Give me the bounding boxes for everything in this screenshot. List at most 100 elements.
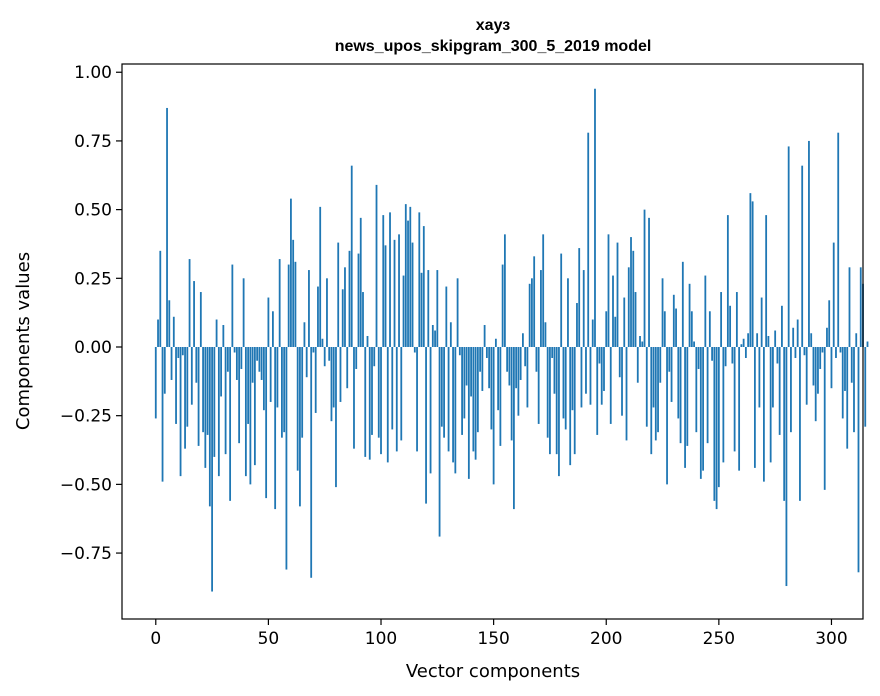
- bar-11: [179, 347, 182, 477]
- bar-67: [305, 347, 308, 378]
- bar-144: [479, 347, 482, 372]
- bar-194: [591, 319, 594, 347]
- bar-276: [776, 347, 779, 364]
- bar-133: [454, 347, 457, 474]
- bar-33: [229, 347, 232, 501]
- bar-310: [853, 347, 855, 433]
- y-tick-label: −0.75: [60, 544, 112, 564]
- bar-87: [350, 165, 353, 347]
- bar-77: [328, 347, 331, 361]
- bar-153: [499, 347, 502, 446]
- y-tick-label: 0.25: [74, 269, 112, 289]
- bar-239: [693, 341, 695, 347]
- bar-228: [668, 347, 671, 372]
- bar-240: [695, 347, 698, 433]
- bar-72: [317, 286, 319, 347]
- bar-294: [817, 347, 819, 394]
- bar-183: [567, 278, 569, 347]
- x-tick-label: 0: [150, 629, 161, 649]
- bar-28: [217, 347, 220, 477]
- bar-304: [839, 347, 842, 353]
- bar-134: [456, 278, 459, 347]
- y-tick-label: 1.00: [74, 63, 112, 83]
- bar-128: [443, 347, 445, 438]
- bar-185: [571, 347, 574, 411]
- bar-88: [353, 347, 355, 449]
- bar-84: [344, 267, 346, 347]
- bar-169: [535, 347, 538, 372]
- bar-300: [830, 347, 833, 389]
- bar-181: [562, 347, 565, 419]
- bar-55: [278, 259, 281, 347]
- bar-163: [522, 333, 524, 347]
- bar-214: [636, 347, 639, 383]
- bar-3: [161, 347, 164, 482]
- x-tick-label: 150: [477, 629, 509, 649]
- bar-257: [733, 347, 736, 452]
- bar-39: [242, 278, 245, 347]
- bar-103: [386, 347, 389, 463]
- bar-6: [168, 300, 171, 347]
- bar-154: [501, 264, 504, 347]
- bar-156: [506, 347, 509, 372]
- bar-201: [607, 234, 610, 347]
- bar-147: [485, 347, 488, 358]
- bar-32: [226, 347, 229, 372]
- bar-182: [564, 347, 567, 430]
- bar-90: [357, 253, 360, 347]
- bar-64: [299, 347, 301, 507]
- bar-151: [494, 338, 497, 347]
- bar-292: [812, 347, 815, 386]
- bar-148: [488, 347, 491, 389]
- bar-69: [310, 347, 313, 578]
- bar-189: [580, 347, 583, 408]
- y-tick-label: 0.75: [74, 132, 112, 152]
- bar-143: [476, 347, 479, 433]
- bar-81: [337, 242, 340, 347]
- bar-162: [519, 347, 522, 380]
- x-tick-label: 250: [703, 629, 735, 649]
- bar-24: [208, 347, 211, 507]
- bar-59: [287, 264, 290, 347]
- bar-108: [398, 234, 400, 347]
- bar-121: [427, 270, 430, 347]
- bar-191: [585, 347, 587, 394]
- bar-235: [684, 347, 686, 468]
- bar-237: [688, 283, 691, 347]
- bar-100: [380, 347, 382, 455]
- bar-221: [652, 347, 655, 408]
- bar-277: [778, 347, 781, 435]
- bar-23: [206, 347, 209, 435]
- bar-218: [645, 347, 648, 427]
- x-axis: 0 50 100 150 200 250 300: [150, 619, 848, 649]
- bar-296: [821, 347, 824, 353]
- bar-192: [587, 132, 590, 347]
- bar-186: [573, 347, 576, 455]
- bar-286: [799, 347, 801, 501]
- bar-253: [724, 347, 727, 367]
- bar-149: [490, 347, 493, 430]
- bar-1: [157, 319, 159, 347]
- bar-53: [274, 347, 277, 510]
- bar-269: [760, 297, 763, 347]
- bar-271: [765, 215, 768, 347]
- bar-270: [763, 347, 765, 482]
- bar-315: [864, 347, 867, 427]
- bar-13: [184, 347, 186, 449]
- bar-295: [819, 347, 822, 369]
- bar-43: [251, 347, 254, 383]
- bar-95: [368, 347, 371, 460]
- bar-74: [321, 338, 324, 347]
- bar-316: [866, 341, 869, 347]
- bar-94: [366, 336, 369, 347]
- y-axis-label: Components values: [13, 252, 34, 430]
- bar-241: [697, 347, 700, 369]
- bar-34: [231, 264, 234, 347]
- bar-49: [265, 347, 268, 499]
- bar-42: [249, 347, 252, 485]
- bar-111: [404, 204, 407, 347]
- bar-176: [551, 347, 554, 358]
- bar-51: [269, 347, 272, 402]
- bar-109: [400, 347, 403, 441]
